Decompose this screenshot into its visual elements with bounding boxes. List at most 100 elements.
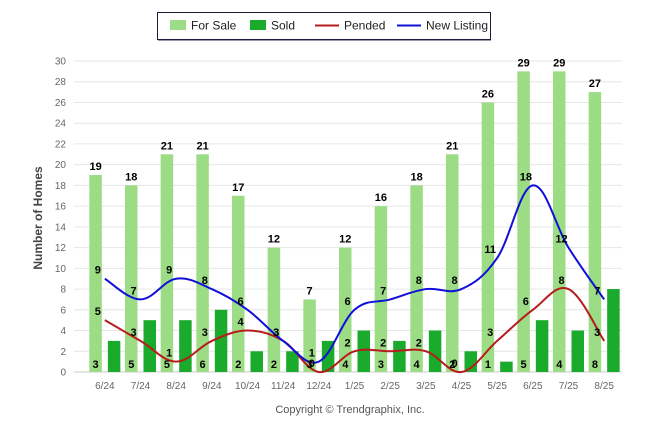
x-tick-label: 8/24 xyxy=(166,381,186,392)
legend-label-for-sale: For Sale xyxy=(191,19,237,33)
x-tick-label: 8/25 xyxy=(594,381,614,392)
bar-for-sale xyxy=(303,299,316,372)
y-tick-label: 12 xyxy=(55,243,67,254)
x-tick-label: 12/24 xyxy=(306,381,331,392)
data-label-for-sale: 29 xyxy=(517,57,529,69)
data-label-new-listing: 6 xyxy=(237,296,243,308)
data-label-new-listing: 9 xyxy=(95,265,101,277)
bar-sold xyxy=(143,320,156,372)
data-label-sold: 4 xyxy=(414,359,421,371)
data-label-for-sale: 27 xyxy=(589,78,601,90)
y-tick-label: 28 xyxy=(55,77,67,88)
y-tick-label: 30 xyxy=(55,57,67,68)
bar-sold xyxy=(179,320,192,372)
data-label-sold: 2 xyxy=(271,359,277,371)
y-tick-label: 8 xyxy=(60,285,66,296)
data-label-for-sale: 21 xyxy=(196,140,208,152)
data-label-pended: 0 xyxy=(309,358,315,370)
x-tick-label: 4/25 xyxy=(452,381,472,392)
data-label-pended: 4 xyxy=(237,317,244,329)
data-label-pended: 2 xyxy=(380,337,386,349)
data-label-sold: 3 xyxy=(93,359,99,371)
data-label-for-sale: 29 xyxy=(553,57,565,69)
data-label-pended: 2 xyxy=(416,337,422,349)
data-label-pended: 5 xyxy=(95,306,101,318)
data-label-pended: 3 xyxy=(130,327,136,339)
y-tick-label: 14 xyxy=(55,222,67,233)
legend-label-pended: Pended xyxy=(344,19,385,33)
data-label-sold: 3 xyxy=(378,359,384,371)
lines xyxy=(104,184,605,374)
bar-for-sale xyxy=(446,154,459,372)
data-label-for-sale: 16 xyxy=(375,192,387,204)
data-label-new-listing: 1 xyxy=(309,348,315,360)
bar-sold xyxy=(357,330,370,372)
data-label-sold: 2 xyxy=(449,359,455,371)
x-tick-label: 1/25 xyxy=(345,381,365,392)
y-tick-label: 18 xyxy=(55,181,67,192)
data-label-sold: 4 xyxy=(556,359,563,371)
legend: For Sale Sold Pended New Listing xyxy=(157,12,491,41)
data-label-pended: 3 xyxy=(273,327,279,339)
x-axis-ticks: 6/24 7/24 8/24 9/24 10/24 11/24 12/24 1/25 2/25 3… xyxy=(95,381,614,392)
data-label-sold: 2 xyxy=(235,359,241,371)
data-label-sold: 4 xyxy=(342,359,349,371)
y-tick-label: 4 xyxy=(60,326,66,337)
x-tick-label: 10/24 xyxy=(235,381,260,392)
data-label-for-sale: 18 xyxy=(125,171,137,183)
bar-for-sale xyxy=(232,195,245,372)
x-tick-label: 5/25 xyxy=(487,381,507,392)
bar-sold xyxy=(500,361,513,372)
bar-for-sale xyxy=(196,154,209,372)
data-label-new-listing: 7 xyxy=(594,285,600,297)
bar-for-sale xyxy=(553,71,566,372)
bar-for-sale xyxy=(481,102,495,372)
data-label-for-sale: 19 xyxy=(89,161,101,173)
data-label-for-sale: 12 xyxy=(268,234,280,246)
bar-for-sale xyxy=(339,247,352,372)
bar-sold xyxy=(393,340,406,372)
x-tick-label: 6/25 xyxy=(523,381,543,392)
data-label-for-sale: 7 xyxy=(307,285,313,297)
data-label-pended: 2 xyxy=(344,337,350,349)
y-tick-label: 16 xyxy=(55,202,67,213)
y-tick-label: 0 xyxy=(60,368,66,379)
data-label-pended: 1 xyxy=(166,348,172,360)
data-label-pended: 3 xyxy=(487,327,493,339)
legend-label-new-listing: New Listing xyxy=(426,19,488,33)
bar-sold xyxy=(214,309,228,372)
bar-sold xyxy=(607,289,620,372)
data-label-pended: 8 xyxy=(558,275,564,287)
data-label-sold: 1 xyxy=(485,359,491,371)
bar-for-sale xyxy=(89,175,102,372)
data-label-pended: 6 xyxy=(523,296,529,308)
bar-sold xyxy=(535,320,549,372)
bar-sold xyxy=(464,351,477,372)
legend-swatch-for-sale xyxy=(170,20,186,30)
copyright-footer: Copyright © Trendgraphix, Inc. xyxy=(275,404,424,416)
data-label-for-sale: 21 xyxy=(446,140,458,152)
x-tick-label: 7/24 xyxy=(131,381,151,392)
data-label-new-listing: 6 xyxy=(344,296,350,308)
line-new-listing xyxy=(104,184,605,364)
data-label-for-sale: 26 xyxy=(482,88,494,100)
data-label-sold: 3 xyxy=(307,359,313,371)
data-label-pended: 3 xyxy=(202,327,208,339)
data-label-new-listing: 8 xyxy=(416,275,422,287)
data-label-pended: 0 xyxy=(451,358,457,370)
y-tick-label: 2 xyxy=(60,347,66,358)
bar-for-sale xyxy=(374,206,388,372)
data-label-new-listing: 3 xyxy=(273,327,279,339)
x-tick-label: 7/25 xyxy=(559,381,579,392)
data-label-new-listing: 18 xyxy=(520,171,532,183)
bar-for-sale xyxy=(410,185,423,372)
bar-sold xyxy=(107,340,121,372)
data-label-sold: 8 xyxy=(592,359,598,371)
data-label-for-sale: 21 xyxy=(161,140,173,152)
x-tick-label: 11/24 xyxy=(271,381,296,392)
data-label-new-listing: 8 xyxy=(202,275,208,287)
data-label-sold: 6 xyxy=(200,359,206,371)
